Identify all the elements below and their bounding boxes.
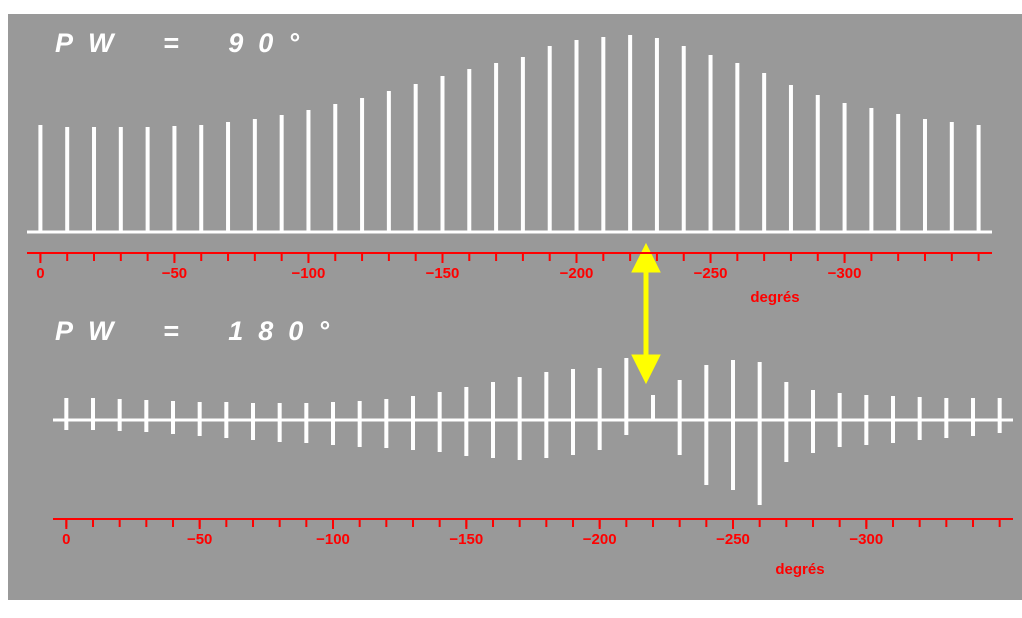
stick — [117, 399, 122, 431]
x-tick-label: −100 — [316, 531, 350, 548]
stick — [944, 398, 949, 438]
stick — [815, 95, 820, 232]
stick — [252, 119, 257, 232]
stick — [869, 108, 874, 232]
arrow — [631, 242, 661, 385]
stick — [224, 402, 229, 438]
stick — [708, 55, 713, 232]
stick — [601, 37, 606, 232]
stick — [788, 85, 793, 232]
x-tick-label: −300 — [849, 531, 883, 548]
stick — [784, 382, 789, 462]
stick — [277, 403, 282, 442]
stick — [333, 104, 338, 232]
stick — [171, 401, 175, 434]
stick — [226, 122, 231, 232]
stick — [842, 103, 847, 232]
stick — [896, 114, 901, 232]
x-tick-label: 0 — [62, 531, 70, 548]
stick — [681, 46, 686, 232]
background — [8, 14, 1022, 600]
x-axis-label: degrés — [775, 561, 824, 578]
x-tick-label: −50 — [187, 531, 212, 548]
stick — [118, 127, 123, 232]
stick — [92, 127, 97, 232]
x-tick-label: −250 — [716, 531, 750, 548]
x-axis-label: degrés — [750, 289, 799, 306]
stick — [811, 390, 815, 453]
chart-title: PW = 90° — [55, 28, 314, 58]
x-tick-label: −200 — [583, 531, 617, 548]
stick — [628, 35, 633, 232]
stick — [91, 398, 95, 430]
stick — [437, 392, 442, 452]
stick — [731, 360, 735, 490]
stick — [199, 125, 204, 232]
stick — [547, 46, 552, 232]
stick — [757, 362, 762, 505]
x-tick-label: −300 — [828, 265, 862, 282]
stick — [837, 393, 842, 447]
stick — [597, 368, 602, 450]
x-tick-label: −150 — [426, 265, 460, 282]
stick — [304, 403, 309, 443]
stick — [677, 380, 682, 455]
stick — [386, 91, 391, 232]
stick — [464, 387, 469, 456]
stick — [467, 69, 472, 232]
stick — [251, 403, 255, 440]
stick — [949, 122, 954, 232]
stick — [574, 40, 579, 232]
stick — [145, 127, 150, 232]
stick — [922, 119, 927, 232]
stick — [917, 397, 922, 440]
x-tick-label: −50 — [162, 265, 187, 282]
chart-title: PW = 180° — [55, 316, 344, 346]
stick — [279, 115, 284, 232]
stick — [735, 63, 740, 232]
stick — [413, 84, 418, 232]
stick — [491, 382, 495, 458]
stick — [411, 396, 415, 450]
stick — [65, 127, 70, 232]
stick — [357, 401, 362, 447]
stick — [997, 398, 1002, 433]
stick — [624, 358, 629, 435]
stick — [891, 396, 895, 443]
stick — [197, 402, 202, 436]
stick — [360, 98, 365, 232]
stick — [331, 402, 335, 445]
stick — [64, 398, 69, 430]
stick — [571, 369, 575, 455]
stick — [172, 126, 177, 232]
x-tick-label: 0 — [36, 265, 44, 282]
stick — [704, 365, 709, 485]
stick — [144, 400, 149, 432]
stick — [440, 76, 445, 232]
x-tick-label: −200 — [560, 265, 594, 282]
stick — [384, 399, 389, 448]
stick — [306, 110, 311, 232]
x-tick-label: −100 — [292, 265, 326, 282]
stick — [971, 398, 975, 436]
stick — [762, 73, 767, 232]
x-tick-label: −250 — [694, 265, 728, 282]
stick — [544, 372, 549, 458]
stick — [38, 125, 43, 232]
stick — [976, 125, 981, 232]
x-tick-label: −150 — [449, 531, 483, 548]
stick — [654, 38, 659, 232]
stick — [520, 57, 525, 232]
stick — [864, 395, 869, 445]
stick — [517, 377, 522, 460]
stick — [494, 63, 499, 232]
stick — [651, 395, 655, 420]
